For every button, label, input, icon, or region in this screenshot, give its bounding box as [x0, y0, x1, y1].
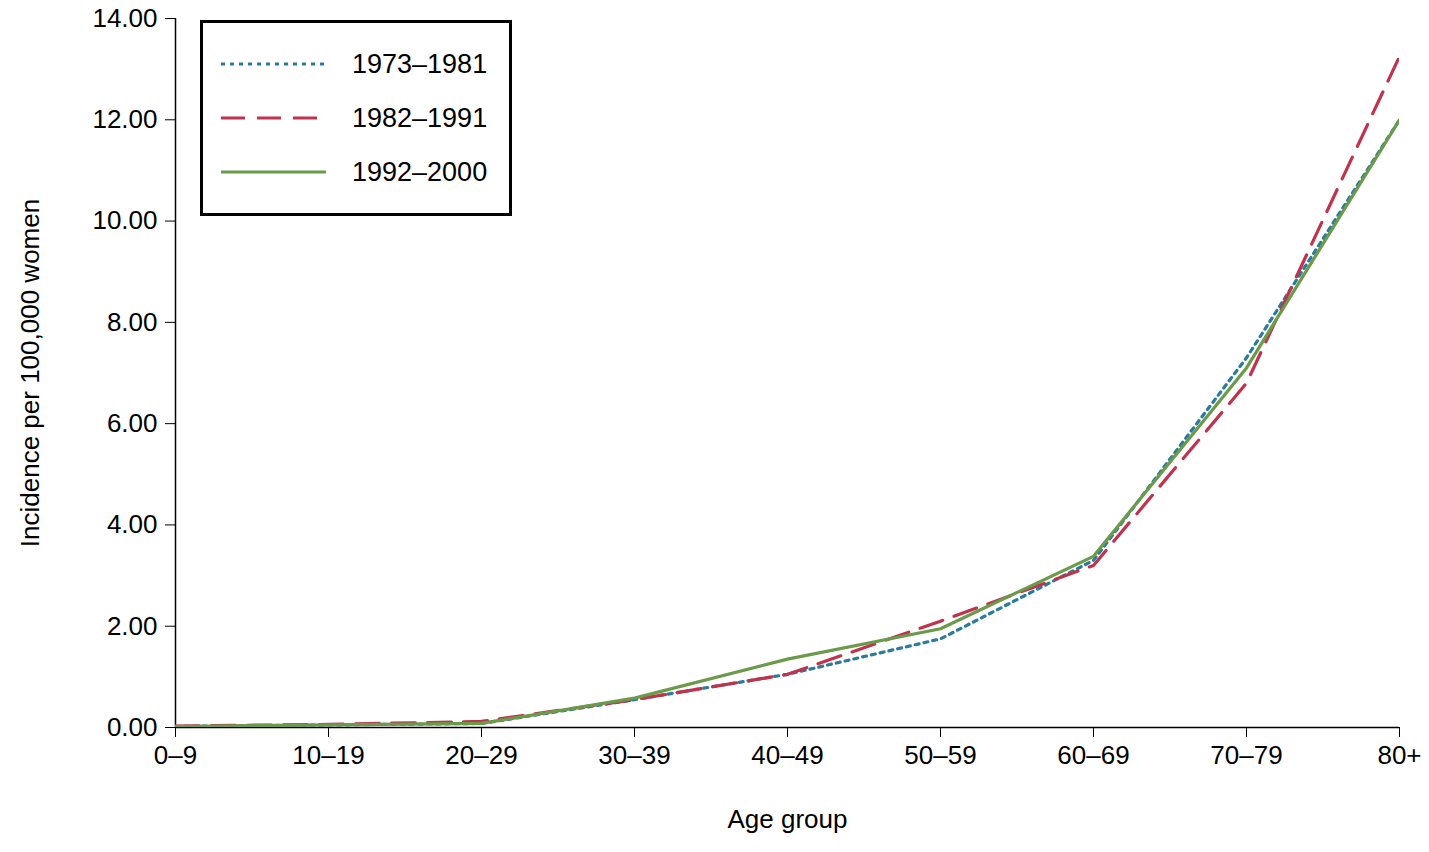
html-text:1992–2000: 1992–2000	[352, 156, 488, 187]
svg-text:70–79: 70–79	[1210, 740, 1282, 770]
html-text:1982–1991: 1982–1991	[352, 102, 488, 133]
svg-text:8.00: 8.00	[107, 307, 158, 337]
svg-text:2.00: 2.00	[107, 611, 158, 641]
svg-text:Incidence per 100,000 women: Incidence per 100,000 women	[15, 199, 45, 547]
svg-text:6.00: 6.00	[107, 408, 158, 438]
svg-text:10.00: 10.00	[92, 205, 157, 235]
svg-text:40–49: 40–49	[751, 740, 823, 770]
svg-text:12.00: 12.00	[92, 104, 157, 134]
svg-text:80+: 80+	[1377, 740, 1421, 770]
svg-text:Age group: Age group	[728, 804, 848, 834]
svg-text:60–69: 60–69	[1057, 740, 1129, 770]
svg-text:20–29: 20–29	[445, 740, 517, 770]
svg-text:14.00: 14.00	[92, 3, 157, 33]
svg-text:0.00: 0.00	[107, 712, 158, 742]
html-text:1973–1981: 1973–1981	[352, 48, 488, 79]
svg-text:30–39: 30–39	[598, 740, 670, 770]
svg-text:0–9: 0–9	[154, 740, 197, 770]
svg-text:50–59: 50–59	[904, 740, 976, 770]
svg-text:4.00: 4.00	[107, 509, 158, 539]
svg-text:10–19: 10–19	[292, 740, 364, 770]
